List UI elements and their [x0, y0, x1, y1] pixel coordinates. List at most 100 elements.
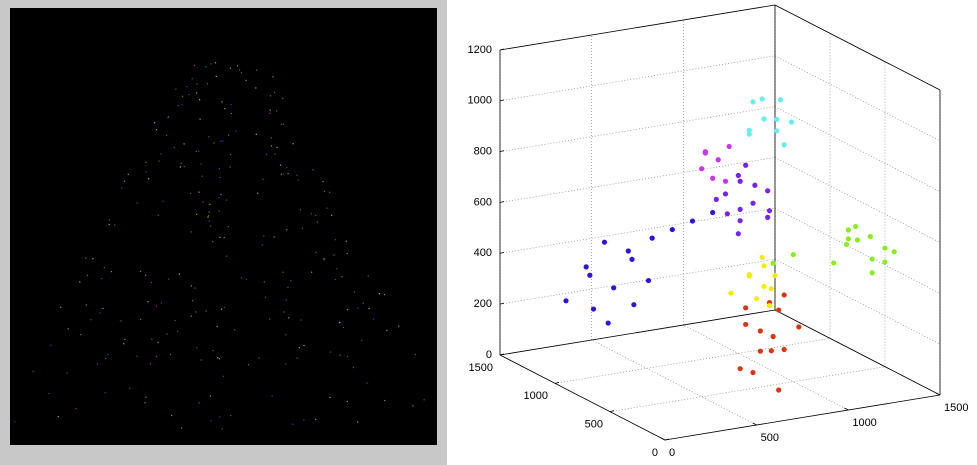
image-pixel: [247, 364, 250, 366]
image-pixel: [271, 395, 273, 397]
z-tick: [499, 99, 505, 102]
data-point: [713, 196, 719, 202]
data-point: [715, 157, 721, 163]
image-pixel: [283, 311, 285, 313]
image-pixel: [324, 259, 326, 261]
image-pixel: [384, 399, 386, 402]
data-point: [587, 272, 593, 278]
data-point: [781, 142, 787, 148]
data-point: [831, 260, 837, 266]
z-tick-label: 0: [486, 349, 492, 361]
image-panel: [10, 8, 437, 445]
image-pixel: [190, 285, 192, 287]
image-pixel: [160, 302, 162, 304]
image-pixel: [221, 428, 223, 430]
image-pixel: [339, 354, 341, 356]
image-pixel: [346, 400, 348, 403]
x-tick: [752, 422, 757, 426]
image-pixel: [195, 150, 197, 153]
image-pixel: [229, 67, 231, 69]
image-pixel: [207, 216, 209, 218]
image-pixel: [323, 190, 326, 192]
image-pixel: [234, 329, 236, 331]
image-pixel: [108, 223, 110, 226]
image-pixel: [178, 273, 180, 275]
data-point: [757, 348, 763, 354]
data-point: [766, 208, 773, 214]
axis-edge: [774, 4, 941, 91]
data-point: [869, 270, 875, 276]
image-pixel: [195, 311, 197, 313]
z-tick: [499, 48, 505, 51]
image-pixel: [208, 136, 210, 138]
image-pixel: [367, 275, 369, 277]
image-pixel: [226, 199, 228, 201]
image-pixel: [287, 172, 289, 175]
image-pixel: [368, 307, 370, 310]
image-pixel: [310, 213, 312, 215]
data-point: [768, 286, 774, 292]
image-pixel: [145, 171, 147, 173]
image-pixel: [85, 304, 87, 306]
image-pixel: [262, 178, 264, 180]
image-pixel: [300, 319, 302, 321]
data-point: [563, 298, 569, 304]
image-pixel: [104, 392, 106, 394]
image-pixel: [14, 421, 16, 423]
image-pixel: [288, 317, 290, 319]
image-pixel: [151, 338, 153, 340]
image-pixel: [353, 291, 355, 293]
data-point: [735, 231, 741, 237]
data-point: [891, 249, 897, 255]
image-pixel: [150, 281, 153, 284]
data-point: [882, 245, 888, 251]
image-pixel: [67, 328, 69, 330]
data-point: [777, 97, 784, 103]
image-pixel: [136, 355, 138, 357]
image-pixel: [303, 419, 305, 421]
image-pixel: [226, 255, 228, 257]
z-tick: [499, 201, 505, 203]
z-tick: [499, 150, 505, 153]
image-pixel: [209, 225, 212, 227]
image-pixel: [285, 299, 287, 301]
image-pixel: [145, 274, 147, 276]
image-pixel: [285, 363, 287, 365]
image-pixel: [92, 258, 94, 260]
image-pixel: [129, 387, 131, 389]
image-pixel: [282, 123, 284, 125]
grid-line: [774, 55, 941, 142]
image-pixel: [183, 165, 185, 168]
image-pixel: [167, 117, 169, 119]
grid-line: [774, 258, 941, 345]
axis-edge: [664, 394, 941, 441]
data-point: [774, 128, 780, 134]
image-pixel: [258, 357, 260, 359]
image-pixel: [329, 191, 331, 193]
data-point: [724, 211, 730, 217]
image-pixel: [345, 240, 347, 242]
image-pixel: [239, 69, 241, 71]
image-pixel: [85, 257, 87, 259]
image-pixel: [287, 286, 289, 289]
image-pixel: [123, 180, 126, 182]
image-pixel: [198, 150, 200, 152]
image-pixel: [282, 173, 284, 175]
image-pixel: [190, 192, 192, 194]
data-point: [737, 218, 743, 224]
image-pixel: [199, 118, 201, 120]
image-pixel: [196, 213, 198, 215]
image-pixel: [255, 69, 258, 71]
image-pixel: [222, 140, 224, 142]
data-point: [629, 256, 635, 262]
image-pixel: [383, 294, 386, 296]
image-pixel: [180, 427, 183, 429]
image-pixel: [212, 350, 214, 352]
image-pixel: [215, 75, 217, 77]
image-pixels: [14, 62, 425, 430]
image-pixel: [230, 103, 232, 106]
image-pixel: [192, 300, 194, 302]
data-point: [754, 296, 760, 302]
image-pixel: [272, 76, 274, 78]
image-pixel: [269, 95, 272, 97]
